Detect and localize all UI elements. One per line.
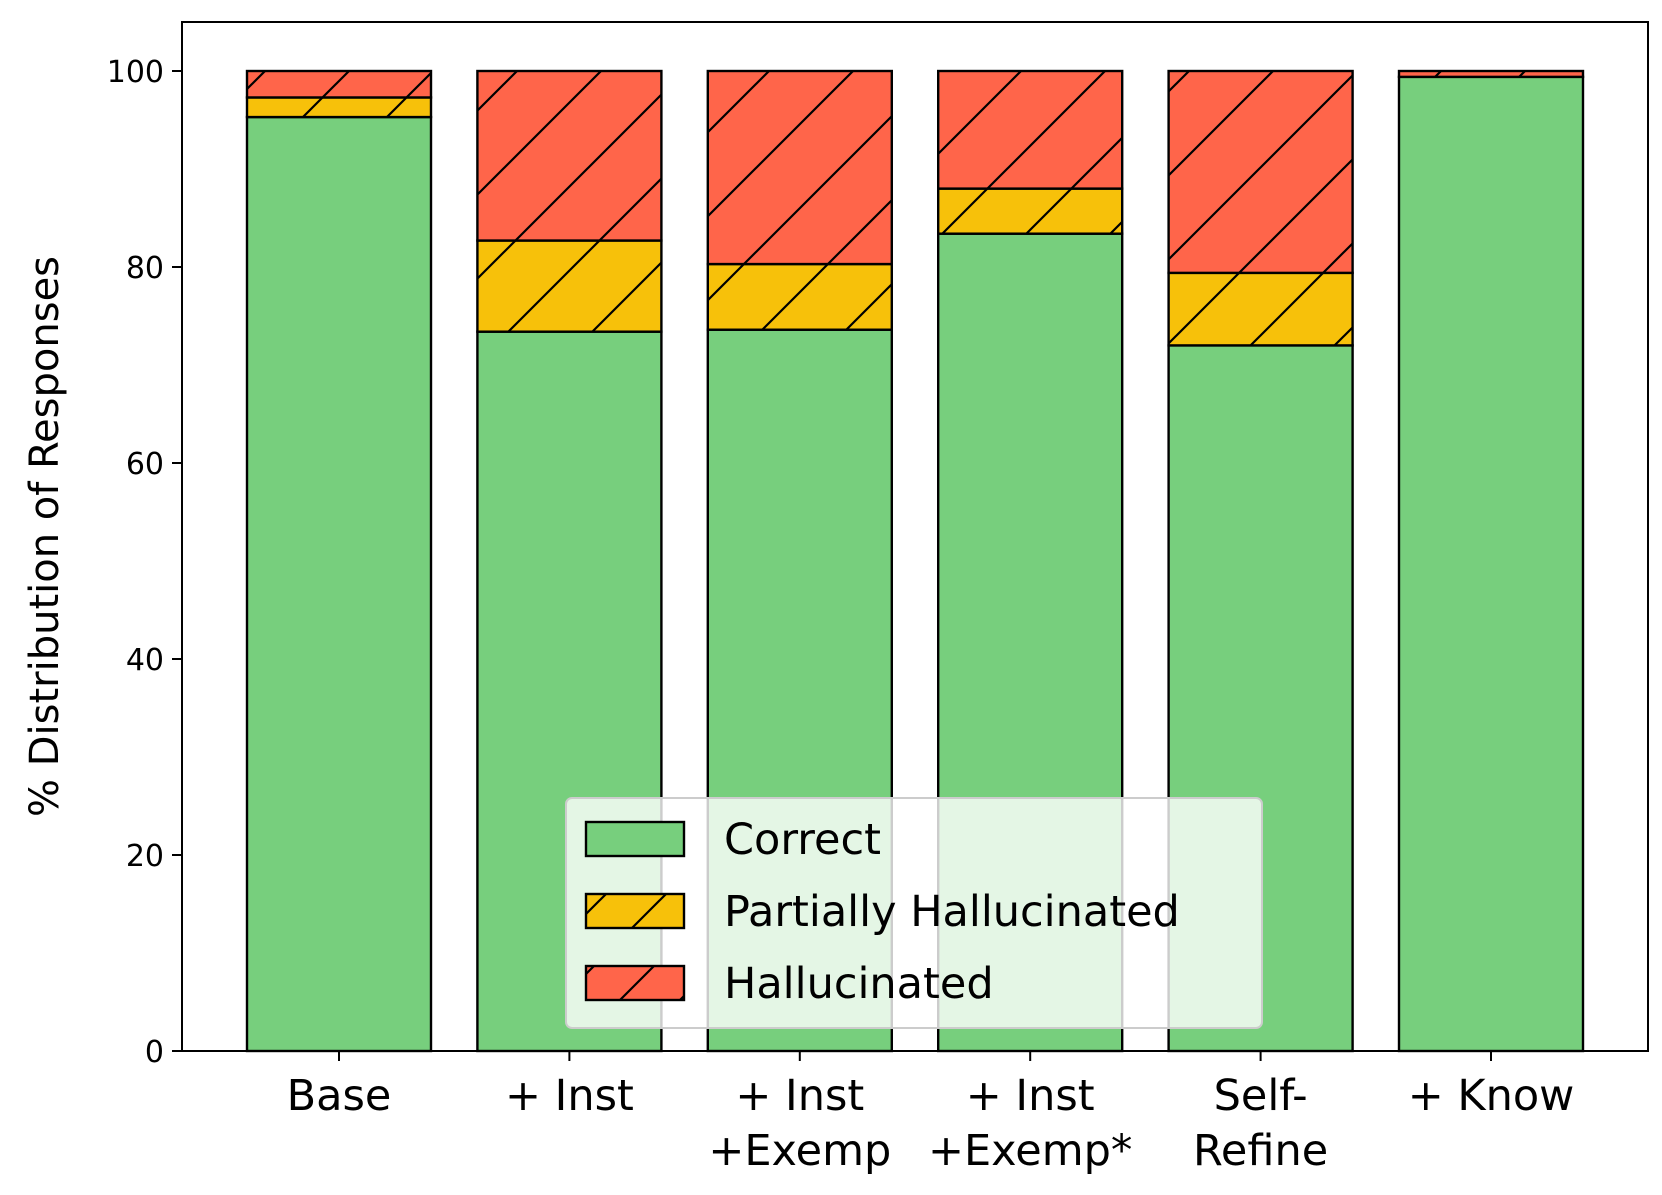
bar-hallucinated xyxy=(1397,69,1585,79)
legend-label: Hallucinated xyxy=(724,959,994,1009)
bar-hallucinated xyxy=(476,69,663,242)
legend-entry: Partially Hallucinated xyxy=(584,887,1180,937)
x-tick-label: + Know xyxy=(1408,1071,1575,1121)
x-tick-label: + Inst +Exemp xyxy=(708,1071,891,1176)
bar-hallucinated xyxy=(1167,69,1354,275)
legend: Correct Partially Hallucinated Hallucinate… xyxy=(565,797,1263,1029)
y-axis-label: % Distribution of Responses xyxy=(22,256,68,817)
bar-hallucinated xyxy=(937,69,1124,190)
legend-entry: Correct xyxy=(584,815,881,865)
bar-partially-hallucinated xyxy=(706,262,893,331)
legend-label: Partially Hallucinated xyxy=(724,887,1180,937)
x-tick-label: Self-Refine xyxy=(1193,1071,1328,1176)
y-tick-label: 60 xyxy=(126,447,164,482)
legend-label: Correct xyxy=(724,815,881,865)
x-tick-label: Base xyxy=(287,1071,392,1121)
y-tick-label: 100 xyxy=(107,55,164,90)
axes-layer: 0 20 40 60 80 100 Base + Inst + Inst +Exemp + Inst… xyxy=(22,21,1649,1176)
bar-hallucinated xyxy=(245,69,433,99)
x-tick-label: + Inst +Exemp* xyxy=(928,1071,1132,1176)
bar-partially-hallucinated xyxy=(937,187,1124,235)
y-tick-label: 0 xyxy=(145,1035,164,1070)
y-tick-label: 40 xyxy=(126,643,164,678)
plot-frame xyxy=(181,21,1649,1052)
legend-box xyxy=(565,797,1263,1029)
bar-partially-hallucinated xyxy=(245,96,433,119)
legend-entry: Hallucinated xyxy=(584,959,994,1009)
legend-swatch xyxy=(586,822,684,856)
bar-correct xyxy=(245,115,433,1053)
bar-partially-hallucinated xyxy=(1167,271,1354,347)
bar-partially-hallucinated xyxy=(476,239,663,333)
y-tick-label: 20 xyxy=(126,839,164,874)
x-tick-label: + Inst xyxy=(505,1071,634,1121)
bar-hallucinated xyxy=(706,69,893,266)
bar-correct xyxy=(1397,75,1585,1053)
y-tick-label: 80 xyxy=(126,251,164,286)
